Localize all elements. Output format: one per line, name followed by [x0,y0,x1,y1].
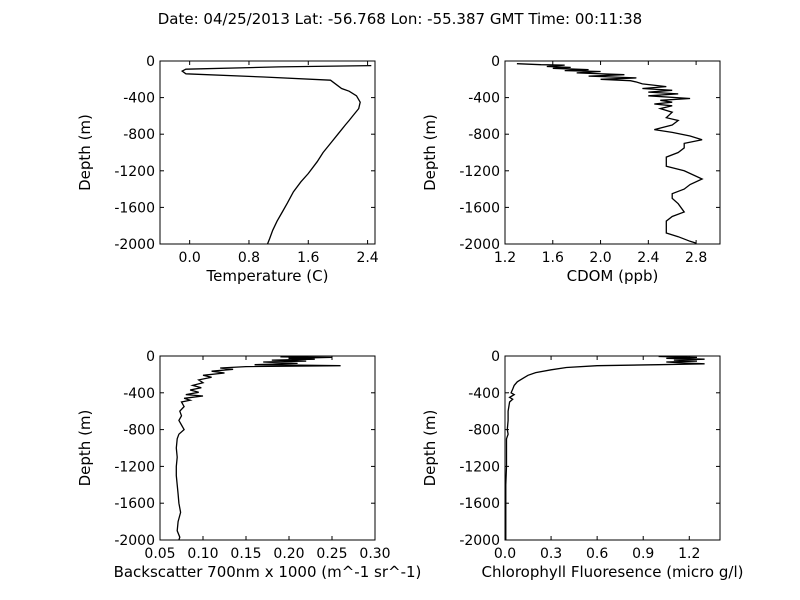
y-tick-label: -1200 [114,459,155,475]
y-tick-label: 0 [491,349,500,365]
y-tick-label: -1600 [114,200,155,216]
y-tick-label: -400 [468,386,500,402]
x-tick-label: 0.15 [230,546,261,562]
y-tick-label: -400 [123,386,155,402]
y-tick-label: -1600 [114,496,155,512]
subplot-cdom: 1.2 1.6 2.0 2.4 2.8 0 -400 -800 -1200 -1600 -2000 C… [421,54,721,285]
y-tick-label: -2000 [114,533,155,549]
axes-frame-cdom [504,60,721,245]
axes-frame-backscatter [159,355,376,541]
series-line-backscatter [175,356,341,541]
x-tick-label: 0.0 [179,250,201,266]
y-tick-label: -2000 [114,237,155,253]
y-tick-label: 0 [146,54,155,70]
x-tick-label: 1.2 [678,546,700,562]
x-tick-label: 2.4 [637,250,659,266]
x-tick-label: 1.6 [297,250,319,266]
y-tick-label: -1200 [459,459,500,475]
x-tick-label: 1.2 [494,250,516,266]
y-tick-label: 0 [491,54,500,70]
y-axis-label: Depth (m) [76,410,94,487]
y-axis-label: Depth (m) [76,114,94,191]
x-tick-label: 0.10 [187,546,218,562]
x-tick-label: 0.30 [359,546,390,562]
axes-frame-chlorophyll [504,355,721,541]
y-tick-label: -2000 [459,533,500,549]
x-axis-label: Chlorophyll Fluoresence (micro g/l) [482,563,744,581]
subplot-chlorophyll: 0.0 0.3 0.6 0.9 1.2 0 -400 -800 -1200 -1600 -2000 C… [421,349,743,581]
subplot-backscatter: 0.05 0.10 0.15 0.20 0.25 0.30 0 -400 -800 -1200 -1… [76,349,421,581]
x-tick-label: 0.20 [273,546,304,562]
y-tick-label: -800 [123,423,155,439]
y-axis-label: Depth (m) [421,114,439,191]
axes-frame-temperature [159,60,376,245]
y-tick-label: -800 [468,127,500,143]
x-tick-label: 2.0 [589,250,611,266]
series-line-cdom [516,63,704,244]
x-tick-label: 2.4 [356,250,378,266]
x-axis-label: Temperature (C) [206,267,329,285]
y-tick-label: -1200 [114,164,155,180]
x-tick-label: 0.9 [632,546,654,562]
subplot-temperature: 0.0 0.8 1.6 2.4 0 -400 -800 -1200 -1600 -2000 Temp… [76,54,379,285]
y-tick-label: -400 [468,91,500,107]
x-axis-label: Backscatter 700nm x 1000 (m^-1 sr^-1) [114,563,422,581]
y-tick-label: -1600 [459,496,500,512]
y-axis-label: Depth (m) [421,410,439,487]
y-tick-label: -2000 [459,237,500,253]
y-tick-label: -400 [123,91,155,107]
y-tick-label: 0 [146,349,155,365]
x-tick-label: 0.6 [586,546,608,562]
y-tick-label: -800 [468,423,500,439]
x-tick-label: 0.25 [316,546,347,562]
figure-title: Date: 04/25/2013 Lat: -56.768 Lon: -55.3… [158,10,642,28]
x-tick-label: 0.3 [540,546,562,562]
x-axis-label: CDOM (ppb) [567,267,659,285]
x-tick-label: 2.8 [685,250,707,266]
x-tick-label: 1.6 [542,250,564,266]
y-tick-label: -800 [123,127,155,143]
y-tick-label: -1600 [459,200,500,216]
series-line-temperature [180,64,372,245]
x-tick-label: 0.05 [144,546,175,562]
x-tick-label: 0.0 [494,546,516,562]
series-line-chlorophyll [505,355,705,540]
x-tick-label: 0.8 [238,250,260,266]
y-tick-label: -1200 [459,164,500,180]
